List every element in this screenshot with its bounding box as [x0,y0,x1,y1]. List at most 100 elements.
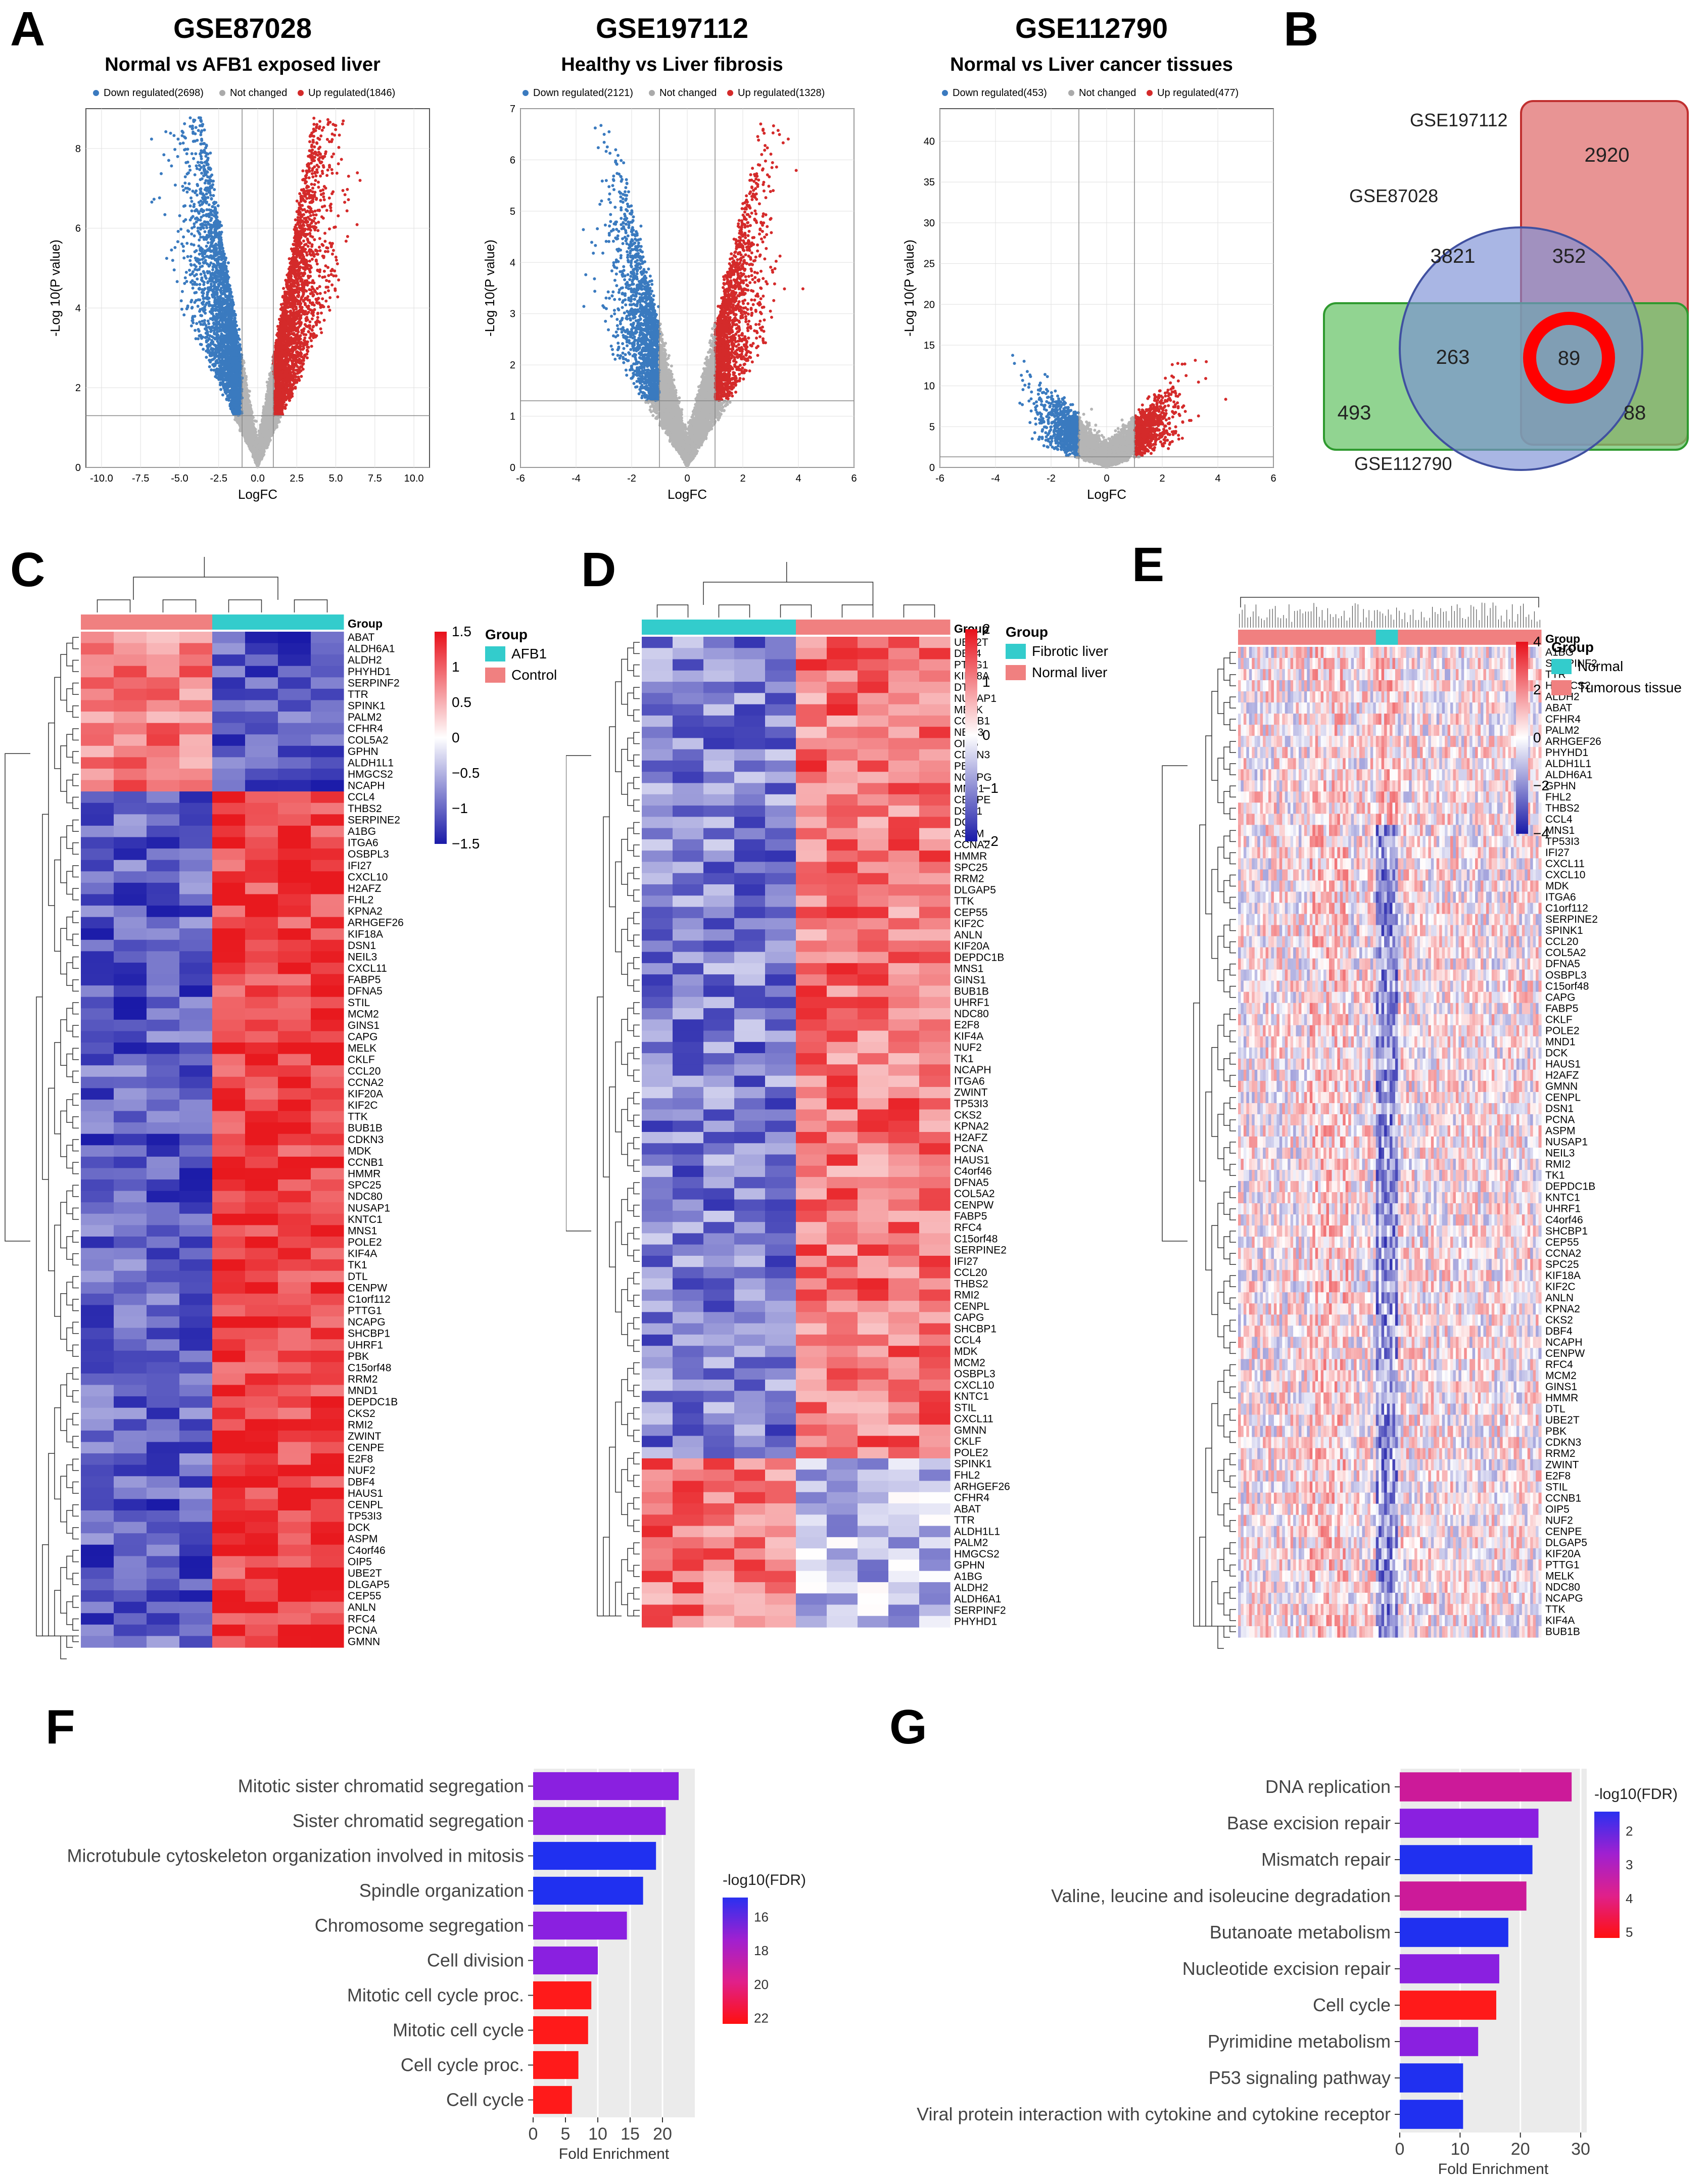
x-tick-label: -5.0 [171,473,188,484]
gene-label: POLE2 [954,1447,988,1459]
gene-label: HMMR [1545,1392,1578,1404]
gene-label: CFHR4 [954,1492,989,1504]
gene-label: CXCL11 [954,1413,993,1425]
gene-label: SPINK1 [954,1458,992,1470]
gene-label: CCL4 [954,1335,981,1346]
x-tick-label: -10.0 [90,473,113,484]
gene-label: CENPW [1545,1348,1585,1359]
gene-label: KIF4A [954,1030,983,1042]
heatmap-svg: GroupABATALDH6A1ALDH2PHYHD1SERPINF2TTRSP… [5,557,557,1660]
column-dendrogram [656,562,935,618]
gene-label: SHCBP1 [954,1323,997,1335]
gene-label: FABP5 [348,974,381,986]
gene-label: GPHN [348,746,378,757]
gene-label: KIF4A [348,1248,377,1260]
gene-label: IFI27 [348,860,372,872]
gene-label: CKLF [348,1054,375,1066]
color-scale-bar [965,629,977,841]
gene-label: DBF4 [1545,1325,1573,1337]
gene-label: HMGCS2 [954,1548,1000,1560]
bar [1400,1991,1496,2020]
gene-label: OSBPL3 [348,848,389,860]
gene-label: CENPW [954,1200,993,1211]
x-tick-label: 5 [561,2124,571,2144]
gene-label: SPINK1 [1545,925,1583,936]
gene-label: KPNA2 [954,1121,989,1132]
gene-label: IFI27 [954,1256,978,1267]
gene-label: CXCL11 [348,963,387,974]
gene-label: CFHR4 [348,723,383,735]
row-dendrogram [566,642,640,1617]
legend-tick: 4 [1626,1891,1633,1906]
gene-label: E2F8 [1545,1470,1571,1482]
gene-label: KIF2C [1545,1281,1576,1293]
legend-gradient-bar [1594,1812,1620,1938]
y-tick-label: 2 [75,383,81,394]
color-scale-tick: 1 [982,674,990,690]
gene-label: SERPINE2 [954,1245,1007,1256]
volcano-points [582,122,804,468]
gene-label: PALM2 [954,1537,988,1549]
bar [533,1772,679,1801]
gene-label: NUF2 [954,1042,982,1054]
group-legend-swatch [485,668,505,683]
bar [533,1911,627,1940]
gene-label: ARHGEF26 [1545,736,1601,747]
legend-tick: 5 [1626,1925,1633,1940]
legend-up-marker [727,90,733,96]
heatmap-cells [81,632,344,1648]
color-scale-tick: 0 [982,727,990,743]
gene-label: SERPINF2 [348,677,400,689]
gene-label: OIP5 [1545,1503,1570,1515]
gene-label: RFC4 [954,1222,982,1234]
venn-count-only112790: 493 [1338,402,1371,424]
gene-label: CCL4 [348,791,375,803]
gene-label: NCAPG [1545,1593,1583,1604]
gene-label: DSN1 [1545,1103,1574,1115]
gene-label: TTK [348,1111,368,1123]
gene-label: MDK [1545,880,1569,892]
category-label: Cell cycle [446,2090,524,2110]
gene-label: NDC80 [1545,1582,1580,1593]
gene-label: ALDH6A1 [348,643,395,655]
gene-label: COL5A2 [348,734,389,746]
bar [1400,1809,1539,1838]
panel-letter-c: C [10,546,45,594]
bar [533,2086,572,2114]
y-tick-label: 15 [924,340,935,351]
gene-label: HAUS1 [1545,1058,1581,1070]
venn-count-only197112: 2920 [1585,144,1630,166]
y-tick-label: 4 [510,257,515,268]
gene-label: PALM2 [1545,725,1579,736]
gene-label: FABP5 [954,1211,987,1222]
gene-label: CCL20 [954,1267,987,1279]
color-scale-tick: 2 [1533,682,1541,697]
legend-gradient-bar [723,1898,748,2024]
gene-label: DFNA5 [348,985,383,997]
color-scale-tick: 2 [982,621,990,637]
gene-label: OSBPL3 [1545,969,1587,981]
gene-label: SERPINF2 [954,1604,1006,1616]
gene-label: CCNA2 [1545,1248,1581,1259]
bar [533,2016,588,2045]
x-axis-label: LogFC [668,487,707,502]
gene-label: NCAPH [1545,1337,1583,1348]
gene-label: CXCL11 [1545,858,1585,870]
color-scale-tick: −0.5 [452,765,480,781]
bar [533,1981,592,2010]
category-label: Butanoate metabolism [1210,1922,1391,1943]
volcano-subtitle: Normal vs Liver cancer tissues [950,54,1233,75]
group-legend-swatch [485,646,505,661]
gene-label: ABAT [954,1503,981,1515]
volcano-title: GSE197112 [596,12,748,44]
gene-label: A1BG [348,826,376,837]
gene-label: RRM2 [348,1374,378,1385]
gene-label: TK1 [954,1053,974,1065]
category-label: Nucleotide excision repair [1182,1958,1391,1979]
venn-diagram: GSE197112 GSE87028 GSE112790 2920 3821 3… [1323,100,1689,474]
gene-label: ANLN [954,929,982,941]
gene-label: RMI2 [348,1419,373,1431]
category-label: Pyrimidine metabolism [1208,2031,1391,2052]
gene-label: STIL [348,997,370,1009]
x-tick-label: 0 [1104,473,1109,484]
